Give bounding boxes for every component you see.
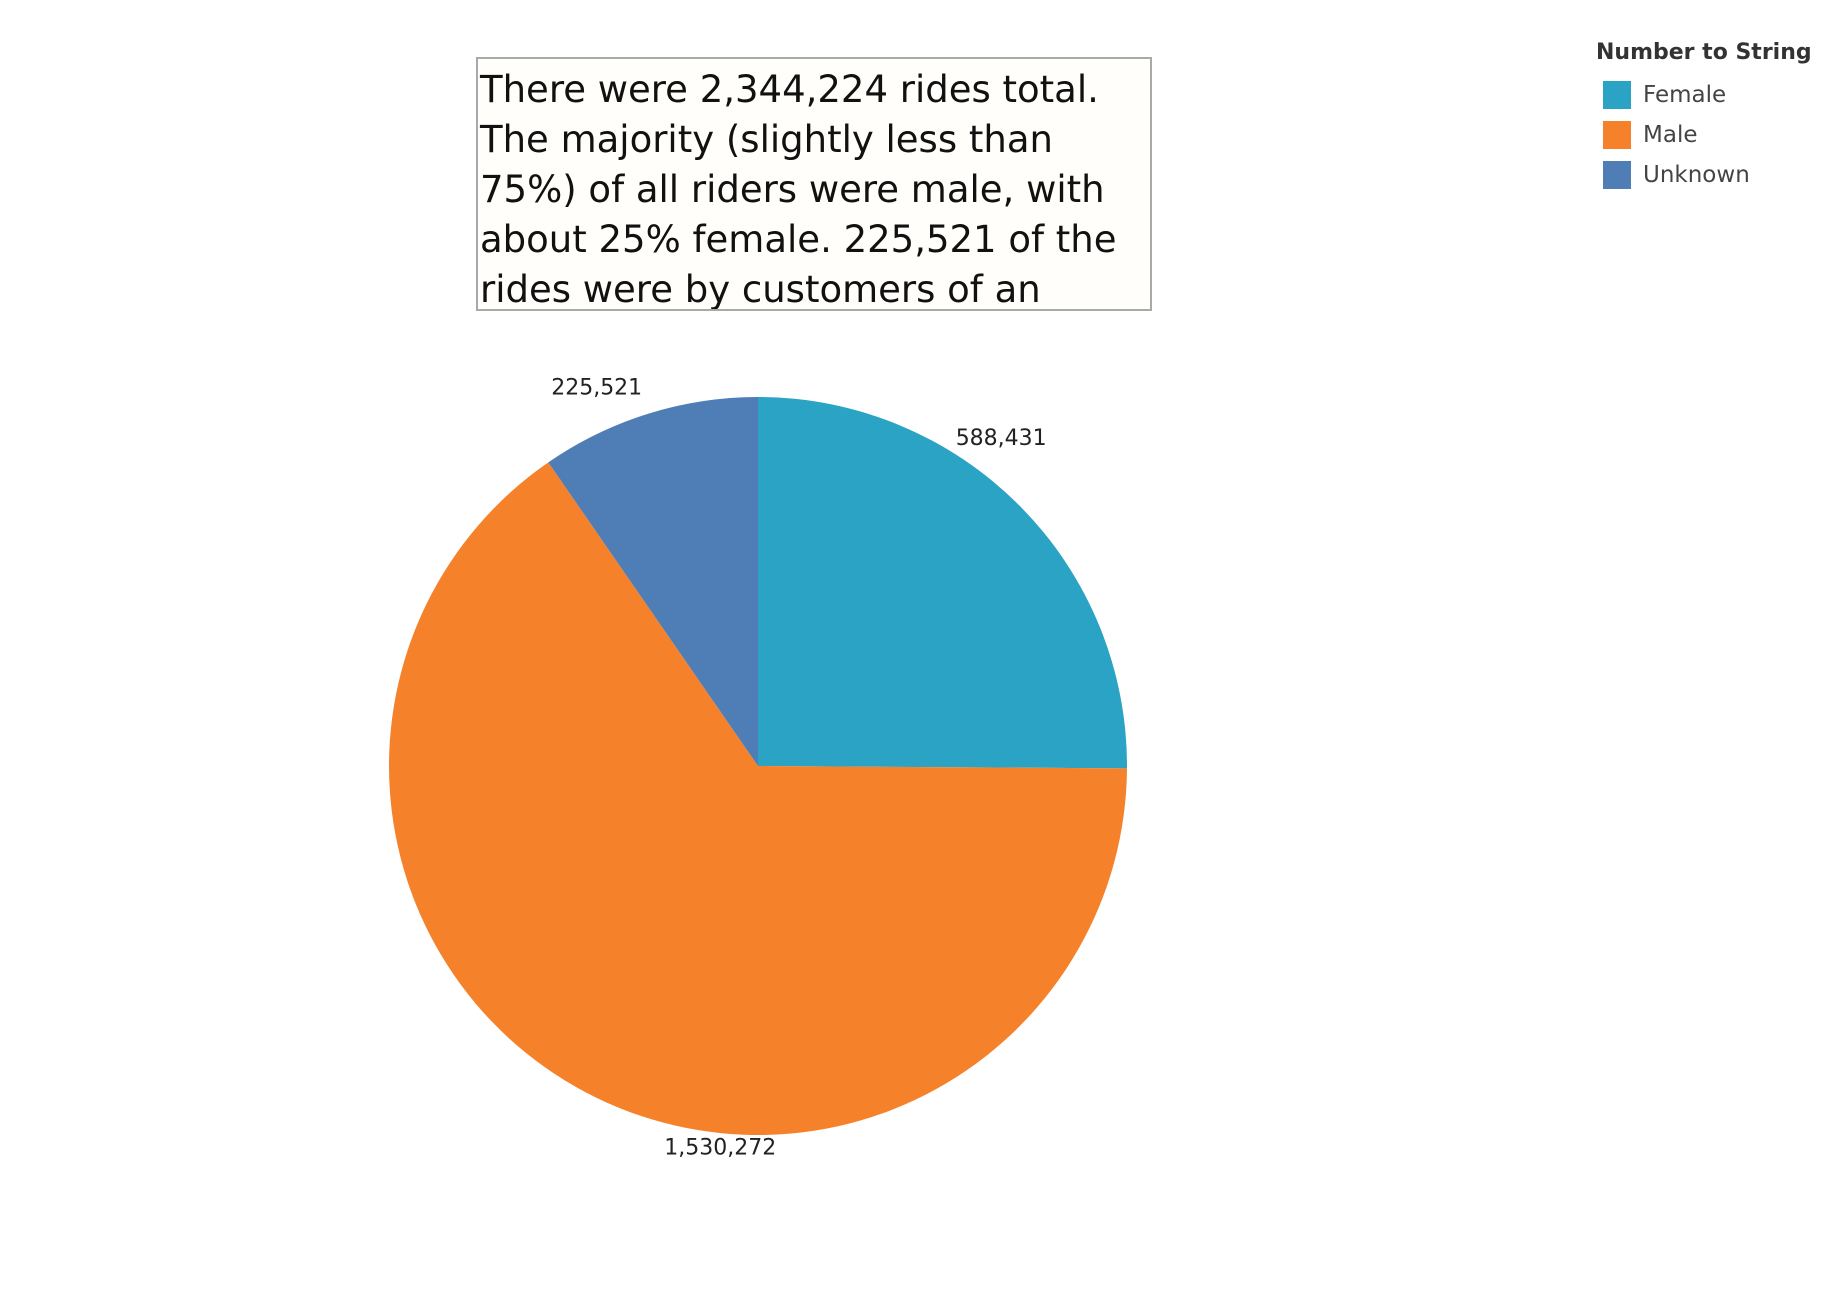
pie-data-labels: 588,431 1,530,272 225,521 bbox=[551, 376, 1046, 1161]
pie-slice-unknown[interactable] bbox=[548, 397, 758, 766]
legend: Number to String Female Male Unknown bbox=[1596, 40, 1816, 195]
legend-swatch-female bbox=[1603, 81, 1631, 109]
legend-label-female: Female bbox=[1643, 82, 1727, 108]
legend-item-male[interactable]: Male bbox=[1603, 115, 1816, 155]
data-label-male: 1,530,272 bbox=[664, 1136, 776, 1161]
legend-swatch-male bbox=[1603, 121, 1631, 149]
legend-item-female[interactable]: Female bbox=[1603, 75, 1816, 115]
pie-slice-male[interactable] bbox=[388, 462, 1127, 1135]
legend-title: Number to String bbox=[1596, 40, 1812, 65]
pie-slice-female[interactable] bbox=[758, 397, 1127, 769]
legend-item-unknown[interactable]: Unknown bbox=[1603, 155, 1816, 195]
annotation-text-box: There were 2,344,224 rides total. The ma… bbox=[476, 57, 1152, 311]
pie-slices bbox=[388, 397, 1127, 1135]
data-label-female: 588,431 bbox=[956, 426, 1047, 451]
data-label-unknown: 225,521 bbox=[551, 376, 642, 401]
legend-label-unknown: Unknown bbox=[1643, 162, 1750, 188]
annotation-text: There were 2,344,224 rides total. The ma… bbox=[480, 68, 1117, 311]
legend-label-male: Male bbox=[1643, 122, 1698, 148]
legend-swatch-unknown bbox=[1603, 161, 1631, 189]
